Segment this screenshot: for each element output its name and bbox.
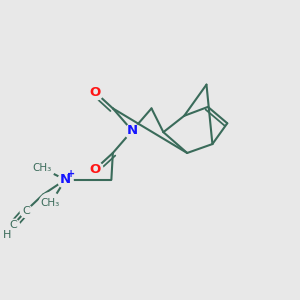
- Text: O: O: [89, 85, 100, 98]
- Text: CH₃: CH₃: [32, 163, 51, 173]
- Text: C: C: [9, 220, 17, 230]
- Text: H: H: [3, 230, 11, 240]
- Text: CH₃: CH₃: [41, 199, 60, 208]
- Text: N: N: [60, 173, 71, 186]
- Text: C: C: [22, 206, 30, 216]
- Text: +: +: [67, 169, 75, 179]
- Text: N: N: [127, 124, 138, 137]
- Text: O: O: [89, 163, 100, 176]
